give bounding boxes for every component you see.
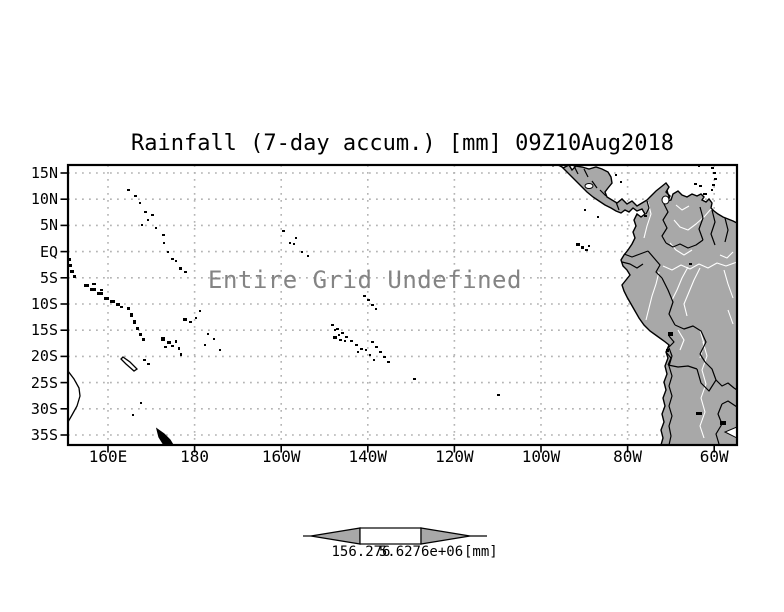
colorbar-max-label: 5.6276e+06 <box>378 544 464 560</box>
x-tick-label: 120W <box>435 447 474 466</box>
map-frame <box>66 163 739 447</box>
y-tick-label: 5N <box>39 216 58 235</box>
y-tick-label: 10N <box>30 190 58 209</box>
x-tick-label: 100W <box>521 447 561 466</box>
colorbar-box <box>359 527 422 545</box>
coastline-outlines <box>68 356 174 445</box>
y-tick-label: 15S <box>30 321 58 340</box>
x-tick-label: 160W <box>261 447 301 466</box>
y-tick-label: 15N <box>30 164 58 182</box>
plot-title: Rainfall (7-day accum.) [mm] 09Z10Aug201… <box>130 131 675 156</box>
y-tick-label: 20S <box>30 347 58 366</box>
land-group <box>68 165 737 445</box>
y-tick-label: 25S <box>30 373 58 392</box>
colorbar-left-arrow <box>310 527 361 545</box>
y-tick-label: 5S <box>39 268 58 287</box>
x-tick-label: 180 <box>180 447 210 466</box>
water-patches <box>584 183 737 439</box>
x-tick-label: 60W <box>699 447 729 466</box>
axis-ticks <box>60 172 716 453</box>
islands <box>68 165 717 416</box>
colorbar <box>303 527 487 545</box>
colorbar-right-arrow <box>420 527 471 545</box>
x-tick-label: 140W <box>348 447 388 466</box>
colorbar-units-label: [mm] <box>464 544 498 560</box>
undefined-message: Entire Grid Undefined <box>208 266 522 294</box>
x-tick-label: 160E <box>88 447 128 466</box>
y-tick-label: EQ <box>39 242 58 261</box>
x-tick-label: 80W <box>613 447 643 466</box>
country-borders <box>573 165 737 445</box>
south-america-landmass <box>551 165 737 445</box>
colorbar-min-label: 156.276 <box>331 544 391 560</box>
y-tick-label: 30S <box>30 399 58 418</box>
y-tick-label: 10S <box>30 295 58 313</box>
y-tick-label: 35S <box>30 426 58 444</box>
lakes <box>644 215 726 425</box>
